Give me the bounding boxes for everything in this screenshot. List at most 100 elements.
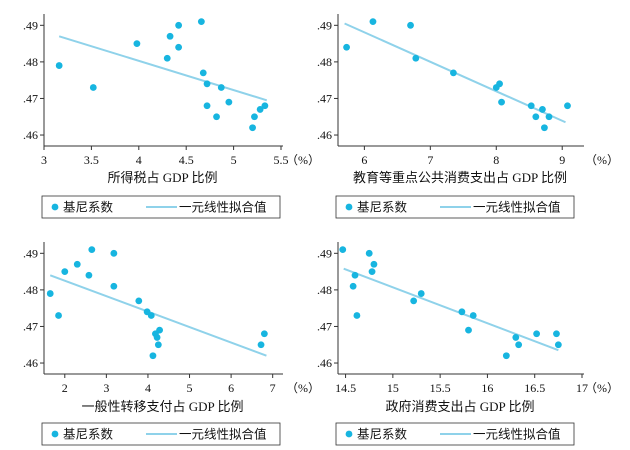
data-point	[498, 98, 505, 106]
x-tick-label: 16	[481, 381, 493, 395]
data-point	[527, 102, 535, 110]
data-point	[465, 326, 472, 334]
legend-point-marker	[51, 430, 59, 438]
legend: 基尼系数 一元线性拟合值	[41, 195, 281, 219]
legend: 基尼系数 一元线性拟合值	[41, 422, 281, 446]
y-tick-label: .47	[23, 319, 38, 333]
x-tick-label: 4	[136, 153, 142, 167]
data-point	[203, 102, 211, 110]
data-point	[251, 113, 258, 121]
fit-line	[58, 35, 268, 102]
y-tick-label: .48	[317, 55, 332, 69]
data-point	[450, 69, 457, 77]
data-point	[257, 341, 265, 349]
data-point	[203, 80, 211, 88]
x-tick-label: 6	[361, 153, 367, 167]
x-axis-label: 一般性转移支付占 GDP 比例	[81, 399, 243, 414]
x-tick-label: 15.5	[430, 381, 451, 395]
data-point	[175, 43, 183, 51]
data-point	[61, 268, 69, 275]
data-point	[469, 312, 477, 319]
data-point	[147, 312, 155, 319]
data-point	[166, 32, 174, 40]
data-point	[365, 249, 373, 257]
y-tick-label: .46	[23, 356, 38, 370]
legend-fit-label: 一元线性拟合值	[179, 200, 267, 215]
data-point	[260, 330, 268, 338]
data-point	[55, 62, 63, 69]
data-point	[370, 260, 378, 268]
data-point	[343, 43, 350, 51]
data-point	[369, 18, 377, 26]
x-tick-label: 5	[187, 381, 193, 395]
legend: 基尼系数 一元线性拟合值	[335, 422, 575, 446]
x-axis-unit: （%）	[286, 381, 320, 395]
y-tick-label: .46	[317, 356, 332, 370]
data-point	[110, 249, 118, 257]
data-point	[349, 282, 357, 290]
legend-fit-label: 一元线性拟合值	[473, 200, 561, 215]
legend-point-label: 基尼系数	[357, 427, 408, 442]
x-tick-label: 14.5	[335, 381, 356, 395]
y-tick-label: .49	[23, 246, 38, 260]
legend-point-marker	[345, 430, 353, 438]
x-tick-label: 2	[62, 381, 68, 395]
y-tick-label: .49	[317, 18, 332, 32]
data-point	[539, 106, 546, 113]
y-tick-label: .48	[317, 283, 332, 297]
fit-line	[49, 274, 267, 357]
x-tick-label: 3.5	[84, 153, 99, 167]
data-point	[73, 260, 81, 268]
data-point	[368, 268, 376, 275]
data-point	[553, 330, 560, 338]
chart-panel-3: .46 .47 .48 .49 2 3 4 5 6 7 （%） 一般性转移支付占 GDP 比例基尼系数…	[23, 242, 320, 446]
x-axis-unit: （%）	[585, 153, 619, 167]
data-point	[417, 290, 425, 297]
legend-point-label: 基尼系数	[63, 200, 114, 215]
data-point	[163, 54, 171, 62]
data-point	[213, 113, 220, 121]
x-tick-label: 15	[387, 381, 399, 395]
data-point	[175, 21, 183, 29]
data-point	[256, 106, 264, 113]
data-point	[261, 102, 269, 110]
data-point	[88, 246, 96, 254]
x-tick-label: 17	[576, 381, 588, 395]
chart-panel-1: .46 .47 .48 .49 3 3.5 4 4.5 5 5.5（%） 所得税占 GDP 比例基尼…	[23, 14, 320, 219]
x-tick-label: 3	[41, 153, 47, 167]
data-point	[339, 246, 347, 254]
legend-point-marker	[51, 203, 59, 211]
x-tick-label: 7	[270, 381, 276, 395]
data-point	[154, 341, 162, 349]
data-point	[351, 271, 359, 279]
chart-panel-4: .46 .47 .48 .49 14.5 15 15.5 16 16.5 17（%） 政府消费支出占…	[317, 242, 619, 446]
data-point	[353, 312, 361, 319]
x-tick-label: 16.5	[524, 381, 545, 395]
data-point	[156, 326, 163, 334]
y-tick-label: .46	[317, 128, 332, 142]
data-point	[85, 271, 93, 279]
y-tick-label: .48	[23, 283, 38, 297]
chart-panel-2: .46 .47 .48 .49 6 7 8 9 （%） 教育等重点公共消费支出占 GDP 比例基尼…	[317, 14, 619, 219]
data-point	[133, 40, 141, 47]
data-point	[217, 84, 225, 91]
data-point	[412, 54, 420, 62]
data-point	[533, 330, 541, 338]
data-point	[512, 334, 520, 341]
y-tick-label: .49	[23, 18, 38, 32]
x-tick-label: 7	[427, 153, 433, 167]
x-axis-label: 政府消费支出占 GDP 比例	[385, 399, 534, 414]
data-point	[225, 98, 233, 106]
data-point	[46, 290, 54, 297]
data-point	[153, 334, 161, 341]
legend-fit-label: 一元线性拟合值	[179, 427, 267, 442]
x-axis-label: 所得税占 GDP 比例	[107, 170, 217, 185]
data-point	[110, 282, 118, 290]
data-point	[89, 84, 97, 91]
y-tick-label: .48	[23, 55, 38, 69]
data-point	[496, 80, 503, 88]
data-point	[55, 312, 62, 319]
data-point	[554, 341, 562, 349]
x-tick-label: 3	[103, 381, 109, 395]
